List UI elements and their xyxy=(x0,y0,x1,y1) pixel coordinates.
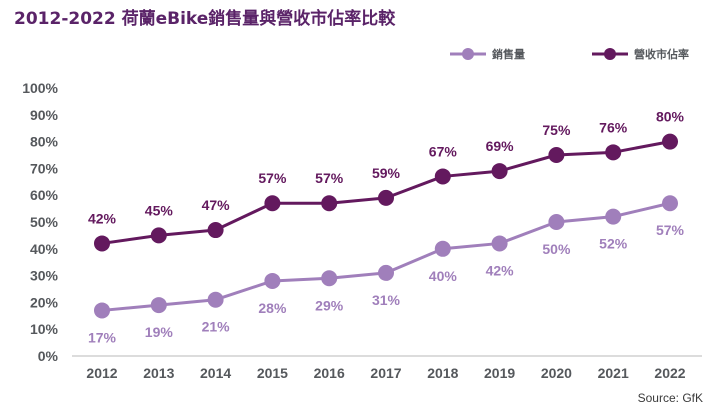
y-tick-label: 20% xyxy=(30,294,59,310)
data-label: 59% xyxy=(372,165,401,181)
x-tick-label: 2017 xyxy=(370,365,401,381)
y-tick-label: 100% xyxy=(22,80,58,96)
y-tick-label: 0% xyxy=(38,348,59,364)
data-label: 76% xyxy=(599,119,628,135)
data-label: 29% xyxy=(315,297,344,313)
data-label: 50% xyxy=(542,241,571,257)
data-point xyxy=(605,208,622,225)
x-tick-label: 2013 xyxy=(143,365,174,381)
data-label: 40% xyxy=(429,268,458,284)
data-label: 45% xyxy=(145,202,174,218)
data-point xyxy=(605,144,622,161)
legend-item-revenue-share: 營收市佔率 xyxy=(592,47,689,61)
y-tick-label: 80% xyxy=(30,134,59,150)
x-tick-label: 2020 xyxy=(541,365,572,381)
legend-item-sales: 銷售量 xyxy=(450,47,525,61)
data-point xyxy=(434,168,451,185)
legend: 銷售量 營收市佔率 xyxy=(450,47,689,61)
x-tick-label: 2015 xyxy=(257,365,288,381)
data-label: 21% xyxy=(202,319,231,335)
data-point xyxy=(491,235,508,252)
data-label: 57% xyxy=(315,170,344,186)
data-label: 69% xyxy=(486,138,515,154)
legend-label-revenue-share: 營收市佔率 xyxy=(634,47,689,61)
data-point xyxy=(662,195,678,212)
data-label: 42% xyxy=(486,262,515,278)
data-label: 42% xyxy=(88,210,117,226)
series-0: 17% 19% 21% 28% 29% 31% 40% 42% 50% 52% 57% xyxy=(88,195,685,345)
data-label: 31% xyxy=(372,292,401,308)
x-tick-label: 2021 xyxy=(598,365,629,381)
legend-marker-sales xyxy=(462,48,474,60)
legend-marker-revenue-share xyxy=(604,48,616,60)
x-tick-label: 2019 xyxy=(484,365,515,381)
legend-label-sales: 銷售量 xyxy=(492,47,525,61)
y-tick-label: 10% xyxy=(30,321,59,337)
data-point xyxy=(321,270,338,287)
data-point xyxy=(548,147,565,163)
series-layer: 17% 19% 21%28% 29% 31%40% 42%50% 52%57%42%45% 4… xyxy=(88,109,685,346)
data-point xyxy=(207,291,224,308)
y-tick-label: 50% xyxy=(30,214,59,230)
data-label: 80% xyxy=(656,109,685,125)
x-tick-label: 2016 xyxy=(314,365,345,381)
data-point xyxy=(434,240,451,257)
data-label: 67% xyxy=(429,143,458,159)
y-tick-label: 60% xyxy=(30,187,59,203)
data-point xyxy=(378,189,394,206)
x-tick-label: 2018 xyxy=(427,365,458,381)
x-tick-label: 2014 xyxy=(200,365,231,381)
series-1: 42% 45% 47% 57% 57% 59% 67% 69% 75% 76% 80% xyxy=(88,109,685,252)
data-label: 19% xyxy=(145,324,174,340)
data-point xyxy=(378,264,394,281)
data-point xyxy=(491,163,508,180)
data-point xyxy=(548,214,565,230)
data-point xyxy=(150,297,167,314)
data-label: 75% xyxy=(542,122,571,138)
x-tick-label: 2022 xyxy=(654,365,685,381)
x-axis-ticks: 2012 2013 2014 2015 2016 2017 2018 2019 2020 2021… xyxy=(86,365,685,381)
source-note: Source: GfK xyxy=(638,391,703,405)
y-tick-label: 30% xyxy=(30,268,59,284)
data-point xyxy=(662,133,678,150)
y-axis-ticks: 0% 10% 20% 30% 40% 50% 60% 70% 80% 90% 100% xyxy=(22,80,58,364)
data-label: 17% xyxy=(88,329,117,345)
chart-title: 2012-2022 荷蘭eBike銷售量與營收市佔率比較 xyxy=(14,8,396,29)
data-label: 47% xyxy=(202,197,231,213)
data-point xyxy=(207,222,224,239)
data-point xyxy=(150,227,167,244)
x-tick-label: 2012 xyxy=(86,365,117,381)
data-label: 57% xyxy=(656,222,685,238)
data-point xyxy=(321,195,338,212)
data-label: 52% xyxy=(599,236,628,252)
data-point xyxy=(264,195,281,212)
y-tick-label: 40% xyxy=(30,241,59,257)
data-label: 57% xyxy=(258,170,287,186)
data-point xyxy=(94,235,110,252)
y-tick-label: 90% xyxy=(30,107,59,123)
data-point xyxy=(94,302,110,319)
data-label: 28% xyxy=(258,300,287,316)
data-point xyxy=(264,272,281,289)
y-tick-label: 70% xyxy=(30,160,59,176)
